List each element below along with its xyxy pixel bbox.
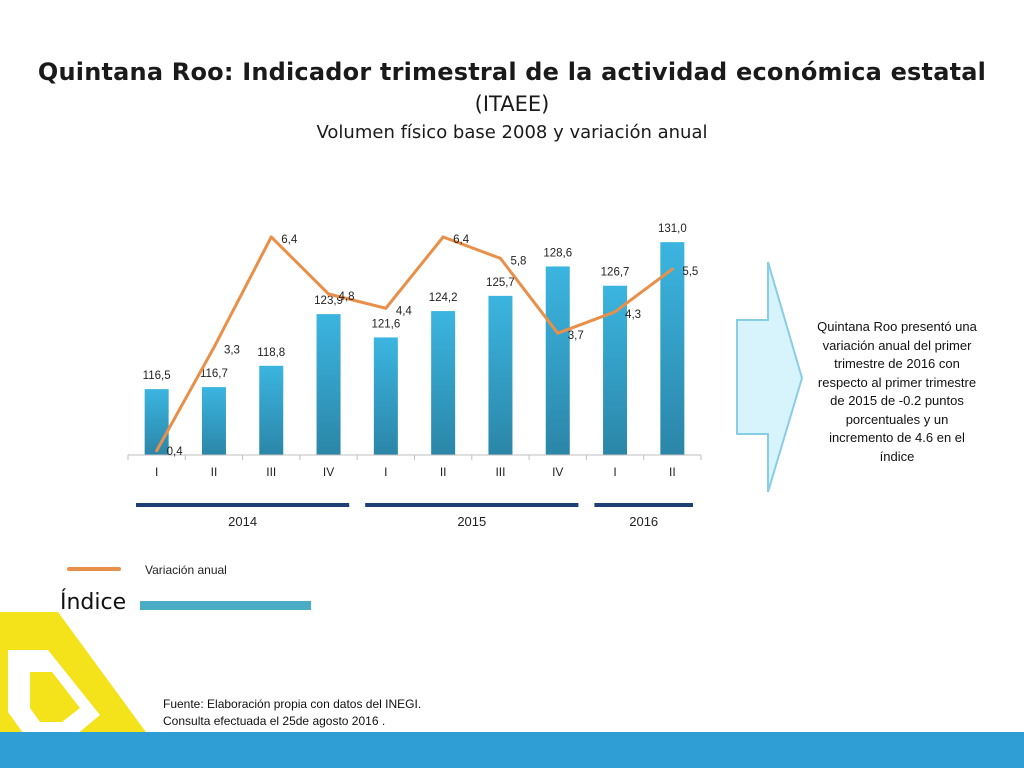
- source-line-2: Consulta efectuada el 25de agosto 2016 .: [163, 714, 386, 728]
- line-label-4: 4,4: [396, 305, 413, 317]
- bar-label-4: 121,6: [371, 318, 400, 330]
- bar-label-3: 123,9: [314, 295, 343, 307]
- line-label-3: 4,8: [339, 291, 355, 303]
- legend-bar-swatch: [140, 601, 311, 610]
- line-point-2: [269, 235, 273, 239]
- bar-label-9: 131,0: [658, 223, 687, 235]
- bar-5: [431, 311, 456, 455]
- logo-core: [30, 672, 80, 722]
- year-label-2014: 2014: [228, 514, 257, 529]
- bar-label-2: 118,8: [257, 347, 285, 359]
- line-label-5: 6,4: [453, 234, 470, 246]
- line-point-1: [212, 345, 216, 349]
- line-point-8: [613, 310, 617, 314]
- line-point-0: [155, 449, 159, 453]
- chart-subtitle: Volumen físico base 2008 y variación anu…: [316, 122, 708, 143]
- annotation-text: Quintana Roo presentó una variación anua…: [817, 319, 977, 464]
- bar-0: [144, 389, 169, 455]
- line-label-0: 0,4: [167, 446, 184, 458]
- chart-title-abbrev: (ITAEE): [474, 92, 550, 116]
- line-variacion-anual: [155, 235, 674, 452]
- bar-label-6: 125,7: [486, 277, 515, 289]
- x-tick-label-9: II: [669, 465, 676, 479]
- line-label-2: 6,4: [281, 234, 298, 246]
- bar-label-7: 128,6: [543, 247, 572, 259]
- bar-7: [545, 266, 570, 455]
- bar-2: [259, 365, 284, 455]
- x-tick-label-7: IV: [552, 465, 563, 479]
- footer-band: [0, 732, 1024, 768]
- line-point-7: [556, 331, 560, 335]
- bar-6: [488, 295, 513, 455]
- bar-label-8: 126,7: [601, 267, 630, 279]
- x-tick-label-6: III: [495, 465, 505, 479]
- source-line-1: Fuente: Elaboración propia con datos del…: [163, 697, 422, 711]
- line-point-4: [384, 306, 388, 310]
- line-point-5: [441, 235, 445, 239]
- x-tick-label-5: II: [440, 465, 447, 479]
- bar-label-0: 116,5: [143, 370, 171, 382]
- line-label-8: 4,3: [625, 309, 641, 321]
- callout-arrow: [736, 261, 804, 493]
- year-label-2016: 2016: [629, 514, 658, 529]
- x-tick-label-2: III: [266, 465, 276, 479]
- year-label-2015: 2015: [457, 514, 486, 529]
- line-point-9: [670, 267, 674, 271]
- bar-9: [660, 242, 685, 455]
- x-tick-label-0: I: [155, 465, 158, 479]
- line-point-3: [327, 292, 331, 296]
- line-label-7: 3,7: [568, 330, 584, 342]
- line-label-1: 3,3: [224, 344, 240, 356]
- bar-label-1: 116,7: [200, 368, 228, 380]
- bar-1: [201, 387, 226, 455]
- bar-3: [316, 314, 341, 455]
- line-label-9: 5,5: [682, 266, 698, 278]
- x-tick-label-3: IV: [323, 465, 334, 479]
- legend-line-label: Variación anual: [145, 563, 227, 577]
- line-point-6: [498, 256, 502, 260]
- line-label-6: 5,8: [510, 255, 526, 267]
- chart-title: Quintana Roo: Indicador trimestral de la…: [37, 58, 987, 86]
- x-tick-label-1: II: [211, 465, 218, 479]
- source-note: Fuente: Elaboración propia con datos del…: [163, 696, 421, 730]
- legend-bar-label: Índice: [60, 590, 127, 615]
- legend-line-swatch: [67, 567, 121, 571]
- x-tick-label-4: I: [384, 465, 387, 479]
- x-tick-label-8: I: [613, 465, 616, 479]
- bar-4: [373, 337, 398, 455]
- bar-label-5: 124,2: [429, 292, 458, 304]
